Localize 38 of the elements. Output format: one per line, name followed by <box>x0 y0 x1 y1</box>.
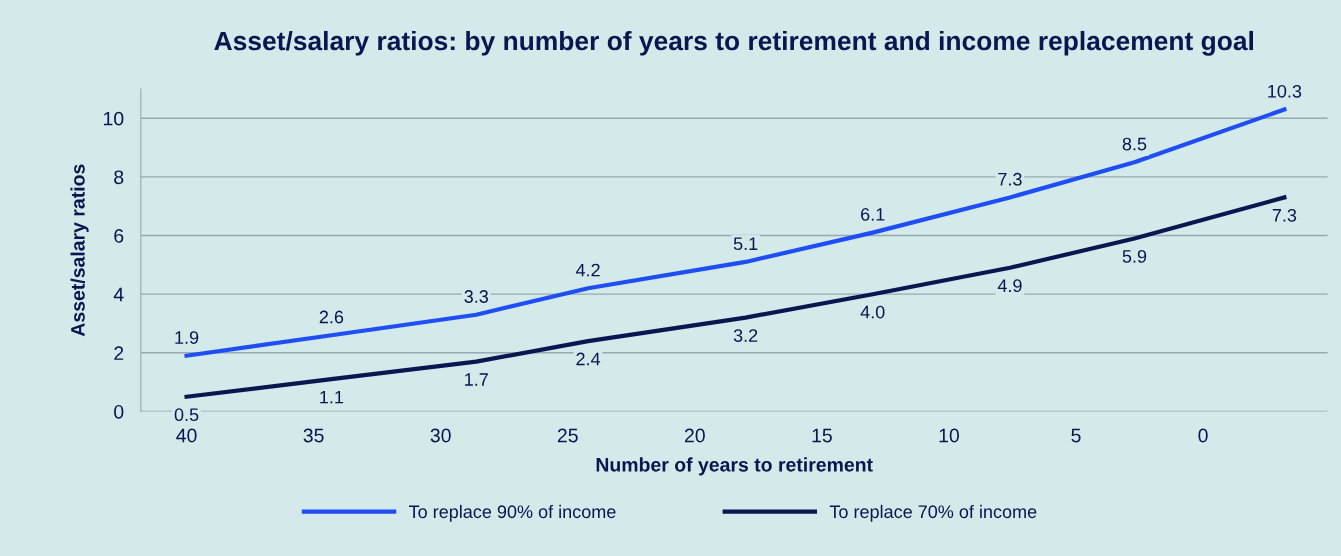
data-label: 1.9 <box>175 331 199 344</box>
data-label: 1.7 <box>465 373 488 386</box>
data-label: 4.0 <box>860 305 885 319</box>
x-axis-title: Number of years to retirement <box>596 457 873 476</box>
data-label: 8.5 <box>1122 137 1147 151</box>
data-label: 4.9 <box>997 279 1022 293</box>
x-tick-label: 0 <box>1198 428 1208 443</box>
x-tick-label: 30 <box>430 428 451 443</box>
data-label: 0.5 <box>174 408 199 422</box>
data-label: 7.3 <box>998 172 1022 186</box>
x-tick-label: 15 <box>812 428 832 443</box>
y-tick-label: 8 <box>114 170 124 185</box>
data-label: 1.1 <box>320 390 344 404</box>
x-tick-label: 5 <box>1071 428 1081 443</box>
data-label: 2.4 <box>576 352 601 366</box>
y-tick-label: 6 <box>114 229 124 243</box>
data-label: 5.9 <box>1122 249 1147 263</box>
x-tick-label: 35 <box>303 428 324 443</box>
y-tick-label: 4 <box>113 287 124 302</box>
data-label: 6.1 <box>861 208 885 221</box>
data-label: 3.3 <box>464 290 489 303</box>
data-label: 10.3 <box>1268 84 1302 98</box>
data-label: 3.2 <box>733 329 758 342</box>
legend-label: To replace 70% of income <box>829 504 1037 522</box>
data-label: 2.6 <box>319 310 344 324</box>
y-axis-title: Asset/salary ratios <box>70 164 89 337</box>
data-label: 7.3 <box>1272 208 1297 222</box>
data-label: 5.1 <box>733 237 758 251</box>
x-tick-label: 25 <box>557 428 578 443</box>
chart-title: Asset/salary ratios: by number of years to retirement and income replacement goal <box>214 30 1253 56</box>
legend-label: To replace 90% of income <box>409 504 616 522</box>
y-tick-label: 2 <box>114 346 124 360</box>
y-tick-label: 10 <box>104 111 124 126</box>
x-tick-label: 10 <box>939 428 959 443</box>
data-label: 4.2 <box>575 263 600 277</box>
y-tick-label: 0 <box>114 404 124 419</box>
x-tick-label: 40 <box>176 428 197 443</box>
x-tick-label: 20 <box>684 428 705 443</box>
